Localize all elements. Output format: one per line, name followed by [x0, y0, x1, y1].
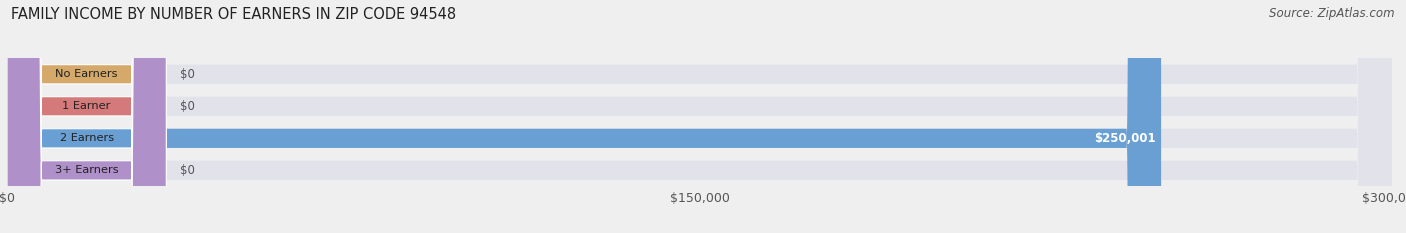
FancyBboxPatch shape [7, 0, 166, 233]
Text: $0: $0 [180, 100, 195, 113]
FancyBboxPatch shape [7, 0, 1392, 233]
Text: $0: $0 [180, 164, 195, 177]
Text: 1 Earner: 1 Earner [62, 101, 111, 111]
Text: $250,001: $250,001 [1094, 132, 1156, 145]
FancyBboxPatch shape [7, 0, 166, 233]
Text: FAMILY INCOME BY NUMBER OF EARNERS IN ZIP CODE 94548: FAMILY INCOME BY NUMBER OF EARNERS IN ZI… [11, 7, 457, 22]
Text: No Earners: No Earners [55, 69, 118, 79]
FancyBboxPatch shape [7, 0, 166, 233]
Text: 2 Earners: 2 Earners [59, 133, 114, 143]
FancyBboxPatch shape [7, 0, 1392, 233]
FancyBboxPatch shape [7, 0, 1392, 233]
FancyBboxPatch shape [7, 0, 166, 233]
FancyBboxPatch shape [7, 0, 1161, 233]
Text: $0: $0 [180, 68, 195, 81]
FancyBboxPatch shape [7, 0, 1392, 233]
Text: 3+ Earners: 3+ Earners [55, 165, 118, 175]
Text: Source: ZipAtlas.com: Source: ZipAtlas.com [1270, 7, 1395, 20]
